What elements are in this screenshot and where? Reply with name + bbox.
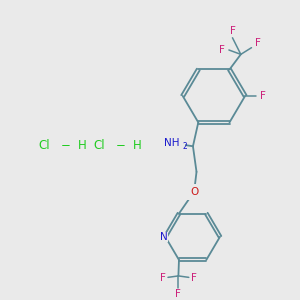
Text: −: − [116, 139, 126, 152]
Text: F: F [230, 26, 236, 36]
Text: F: F [255, 38, 261, 48]
Text: Cl: Cl [94, 139, 105, 152]
Text: Cl: Cl [39, 139, 50, 152]
Text: H: H [78, 139, 87, 152]
Text: F: F [160, 273, 166, 283]
Text: −: − [61, 139, 71, 152]
Text: F: F [176, 289, 181, 299]
Text: NH: NH [164, 138, 180, 148]
Text: O: O [190, 187, 198, 196]
Text: N: N [160, 232, 168, 242]
Text: H: H [133, 139, 142, 152]
Text: F: F [191, 273, 197, 283]
Text: F: F [219, 45, 225, 55]
Text: 2: 2 [183, 142, 188, 151]
Text: F: F [260, 91, 266, 101]
